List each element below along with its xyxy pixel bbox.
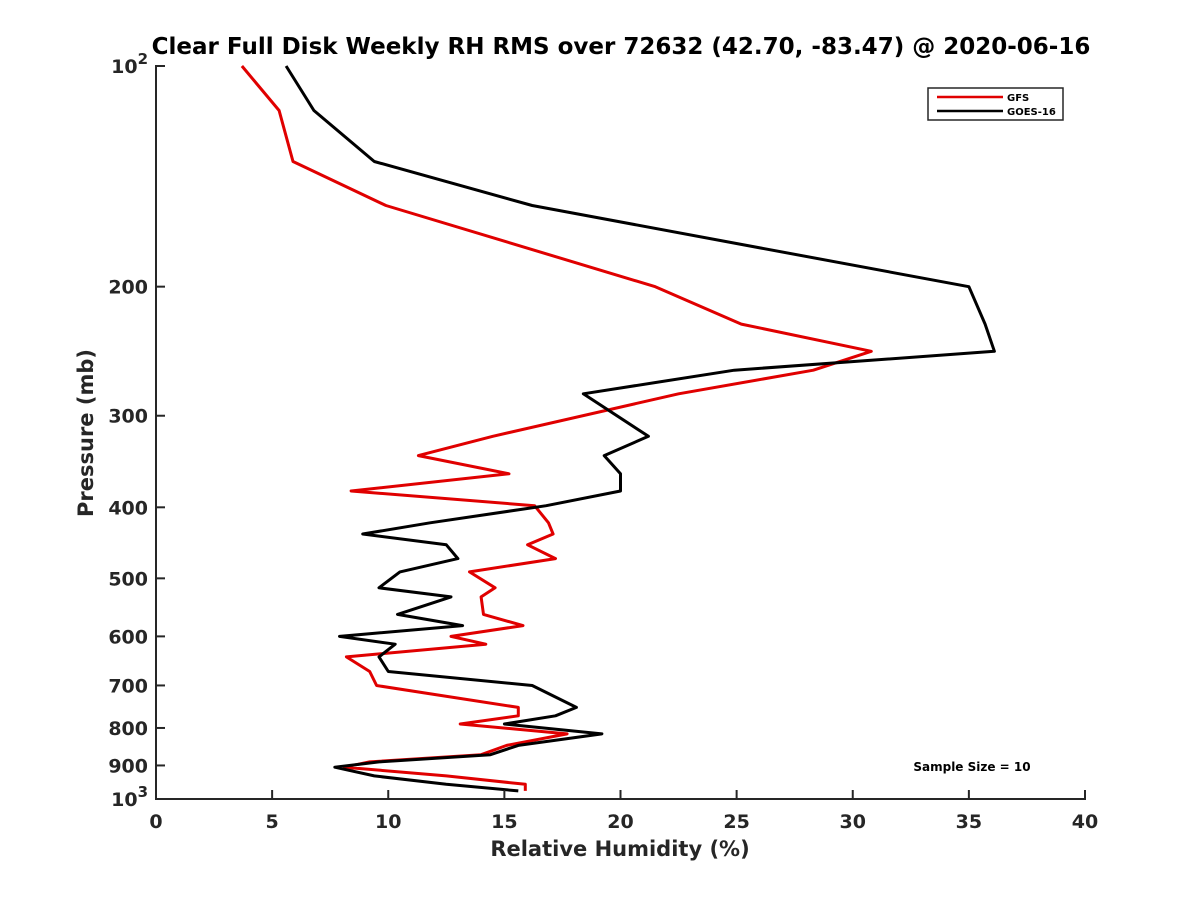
y-axis-label: Pressure (mb) bbox=[74, 349, 98, 517]
x-tick-label: 20 bbox=[607, 811, 633, 833]
x-tick-label: 15 bbox=[491, 811, 517, 833]
x-tick-label: 25 bbox=[723, 811, 749, 833]
y-tick-label-base: 200 bbox=[108, 277, 148, 299]
y-tick-label: 103 bbox=[111, 783, 148, 811]
x-ticks: 0 5 10 15 20 25 30 35 40 bbox=[149, 790, 1098, 833]
sample-size-annotation: Sample Size = 10 bbox=[913, 760, 1030, 774]
y-tick-label-base: 10 bbox=[111, 789, 137, 811]
series-line-goes16 bbox=[284, 65, 996, 793]
legend: GFS GOES-16 bbox=[927, 87, 1064, 121]
legend-box bbox=[927, 87, 1064, 121]
y-tick-label: 900 bbox=[108, 755, 148, 777]
y-tick-label-exponent: 3 bbox=[138, 783, 148, 801]
y-tick-label-base: 500 bbox=[108, 568, 148, 590]
y-tick-label-base: 700 bbox=[108, 675, 148, 697]
x-tick-label: 35 bbox=[956, 811, 982, 833]
x-tick-label: 10 bbox=[375, 811, 401, 833]
y-tick-label: 700 bbox=[108, 675, 148, 697]
y-tick-label-exponent: 2 bbox=[138, 50, 148, 68]
plot-frame bbox=[156, 66, 1085, 799]
legend-label-goes16: GOES-16 bbox=[1007, 107, 1056, 118]
y-tick-label-base: 300 bbox=[108, 406, 148, 428]
y-tick-label: 800 bbox=[108, 718, 148, 740]
y-tick-label: 600 bbox=[108, 626, 148, 648]
x-axis-label: Relative Humidity (%) bbox=[490, 837, 749, 861]
y-tick-label: 200 bbox=[108, 277, 148, 299]
y-tick-label-base: 600 bbox=[108, 626, 148, 648]
series-layer bbox=[240, 65, 996, 793]
chart-title: Clear Full Disk Weekly RH RMS over 72632… bbox=[152, 34, 1091, 60]
y-tick-label-base: 400 bbox=[108, 497, 148, 519]
y-tick-label: 500 bbox=[108, 568, 148, 590]
y-tick-label: 400 bbox=[108, 497, 148, 519]
y-tick-label-base: 900 bbox=[108, 755, 148, 777]
y-tick-label: 300 bbox=[108, 406, 148, 428]
y-tick-label-base: 10 bbox=[111, 56, 137, 78]
x-tick-label: 30 bbox=[840, 811, 866, 833]
x-tick-label: 40 bbox=[1072, 811, 1098, 833]
y-tick-label: 102 bbox=[111, 50, 148, 78]
x-tick-label: 0 bbox=[149, 811, 162, 833]
y-tick-label-base: 800 bbox=[108, 718, 148, 740]
series-line-gfs bbox=[240, 65, 873, 791]
legend-label-gfs: GFS bbox=[1007, 93, 1029, 104]
x-tick-label: 5 bbox=[266, 811, 279, 833]
